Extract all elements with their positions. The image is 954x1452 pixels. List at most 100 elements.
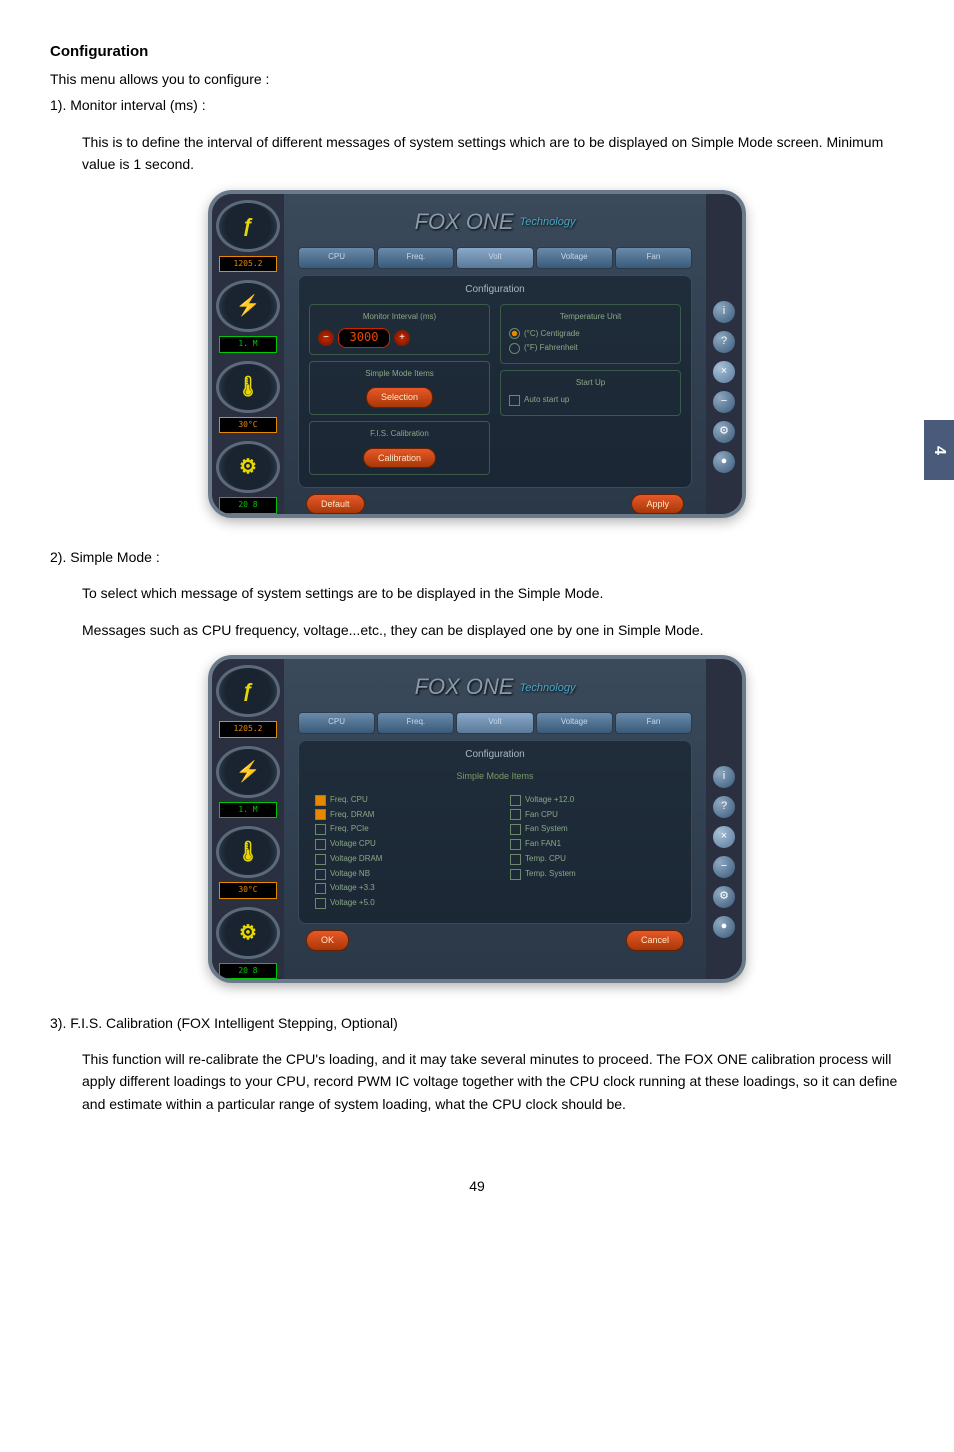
simple-mode-item[interactable]: Voltage DRAM [315,853,480,866]
panel-subtitle: Simple Mode Items [309,769,681,783]
tabs-row-2: CPU Freq. Volt Voltage Fan [298,712,692,734]
simple-mode-item[interactable]: Voltage CPU [315,838,480,851]
minimize-button-2[interactable]: − [712,855,736,879]
gauge-fan[interactable]: ⚙ [216,441,280,493]
tab-volt[interactable]: Volt [456,247,533,269]
tab-voltage-2[interactable]: Voltage [536,712,613,734]
simple-mode-item[interactable]: Freq. PCIe [315,823,480,836]
tab-voltage[interactable]: Voltage [536,247,613,269]
simple-mode-item-label: Freq. PCIe [330,823,369,836]
settings-button[interactable]: ⚙ [712,420,736,444]
gauge-temp[interactable]: 🌡 [216,361,280,413]
minimize-button[interactable]: − [712,390,736,414]
simple-mode-item-label: Freq. DRAM [330,809,374,822]
settings-button-2[interactable]: ⚙ [712,885,736,909]
tab-cpu-2[interactable]: CPU [298,712,375,734]
temp-icon: 🌡 [235,836,260,868]
interval-increase-button[interactable]: + [394,330,410,346]
main-area-2: FOX ONETechnology CPU Freq. Volt Voltage… [284,659,706,979]
tab-freq-2[interactable]: Freq. [377,712,454,734]
tab-fan-2[interactable]: Fan [615,712,692,734]
gauge-freq-label-2: 1205.2 [219,721,277,737]
item2-body1: To select which message of system settin… [82,582,904,604]
screenshot-2: ƒ 1205.2 ⚡ 1. M 🌡 30°C ⚙ 20 8 i ? × − ⚙ … [50,655,904,989]
apply-button[interactable]: Apply [631,494,684,514]
check-list: Freq. CPU Freq. DRAMFreq. PCIe Voltage CPU… [309,788,681,916]
close-button[interactable]: × [712,360,736,384]
simple-mode-item[interactable]: Voltage +5.0 [315,897,480,910]
simple-mode-item-label: Temp. CPU [525,853,566,866]
default-button[interactable]: Default [306,494,365,514]
checkbox-icon [315,883,326,894]
page-side-tab: 4 [924,420,954,480]
checkbox-icon [315,869,326,880]
simple-mode-item[interactable]: Temp. System [510,868,675,881]
simple-mode-item[interactable]: Temp. CPU [510,853,675,866]
checkbox-icon [315,839,326,850]
simple-mode-label: Simple Mode Items [318,368,481,381]
item2-body2: Messages such as CPU frequency, voltage.… [82,619,904,641]
gauge-fan-2[interactable]: ⚙ [216,907,280,959]
simple-mode-item-label: Fan CPU [525,809,558,822]
autostart-checkbox[interactable]: Auto start up [509,394,672,407]
left-gauge-strip-2: ƒ 1205.2 ⚡ 1. M 🌡 30°C ⚙ 20 8 [212,659,284,979]
calibration-button[interactable]: Calibration [363,448,436,468]
gauge-temp-2[interactable]: 🌡 [216,826,280,878]
simple-mode-item[interactable]: Voltage +12.0 [510,794,675,807]
simple-mode-panel: Configuration Simple Mode Items Freq. CP… [298,740,692,924]
monitor-interval-label: Monitor Interval (ms) [318,311,481,324]
panel-title-2: Configuration [309,747,681,763]
tab-fan[interactable]: Fan [615,247,692,269]
tab-volt-2[interactable]: Volt [456,712,533,734]
right-button-strip: i ? × − ⚙ ● [706,194,742,514]
radio-icon [509,343,520,354]
item3-title: 3). F.I.S. Calibration (FOX Intelligent … [50,1012,904,1034]
checkbox-icon [510,869,521,880]
extra-button[interactable]: ● [712,450,736,474]
temp-f-radio[interactable]: (°F) Fahrenheit [509,342,672,355]
radio-icon [509,328,520,339]
simple-mode-item-label: Temp. System [525,868,576,881]
startup-fieldset: Start Up Auto start up [500,370,681,416]
interval-value: 3000 [338,328,390,348]
temp-c-radio[interactable]: (°C) Centigrade [509,328,672,341]
simple-mode-item[interactable]: Freq. DRAM [315,809,480,822]
simple-mode-item-label: Fan FAN1 [525,838,561,851]
gauge-volt-2[interactable]: ⚡ [216,746,280,798]
fox-one-window: ƒ 1205.2 ⚡ 1. M 🌡 30°C ⚙ 20 8 i ? × − ⚙ … [208,190,746,518]
simple-mode-item[interactable]: Voltage NB [315,868,480,881]
simple-mode-item[interactable]: Freq. CPU [315,794,480,807]
volt-icon: ⚡ [236,290,261,322]
gauge-volt[interactable]: ⚡ [216,280,280,332]
right-button-strip-2: i ? × − ⚙ ● [706,659,742,979]
close-button-2[interactable]: × [712,825,736,849]
simple-mode-item[interactable]: Fan CPU [510,809,675,822]
temp-icon: 🌡 [235,371,260,403]
temp-unit-label: Temperature Unit [509,311,672,324]
fox-one-window-2: ƒ 1205.2 ⚡ 1. M 🌡 30°C ⚙ 20 8 i ? × − ⚙ … [208,655,746,983]
freq-icon: ƒ [242,675,253,707]
info-button-2[interactable]: i [712,765,736,789]
info-button[interactable]: i [712,300,736,324]
app-logo-2: FOX ONETechnology [298,669,692,704]
simple-mode-item-label: Voltage +5.0 [330,897,375,910]
tab-freq[interactable]: Freq. [377,247,454,269]
tab-cpu[interactable]: CPU [298,247,375,269]
selection-button[interactable]: Selection [366,387,433,407]
gauge-temp-label-2: 30°C [219,882,277,898]
checkbox-icon [510,809,521,820]
gauge-freq-2[interactable]: ƒ [216,665,280,717]
extra-button-2[interactable]: ● [712,915,736,939]
help-button[interactable]: ? [712,330,736,354]
simple-mode-item[interactable]: Fan System [510,823,675,836]
volt-icon: ⚡ [236,756,261,788]
simple-mode-item[interactable]: Voltage +3.3 [315,882,480,895]
section-heading: Configuration [50,40,904,64]
interval-decrease-button[interactable]: − [318,330,334,346]
help-button-2[interactable]: ? [712,795,736,819]
cancel-button[interactable]: Cancel [626,930,684,950]
ok-button[interactable]: OK [306,930,349,950]
gauge-freq[interactable]: ƒ [216,200,280,252]
tabs-row: CPU Freq. Volt Voltage Fan [298,247,692,269]
simple-mode-item[interactable]: Fan FAN1 [510,838,675,851]
